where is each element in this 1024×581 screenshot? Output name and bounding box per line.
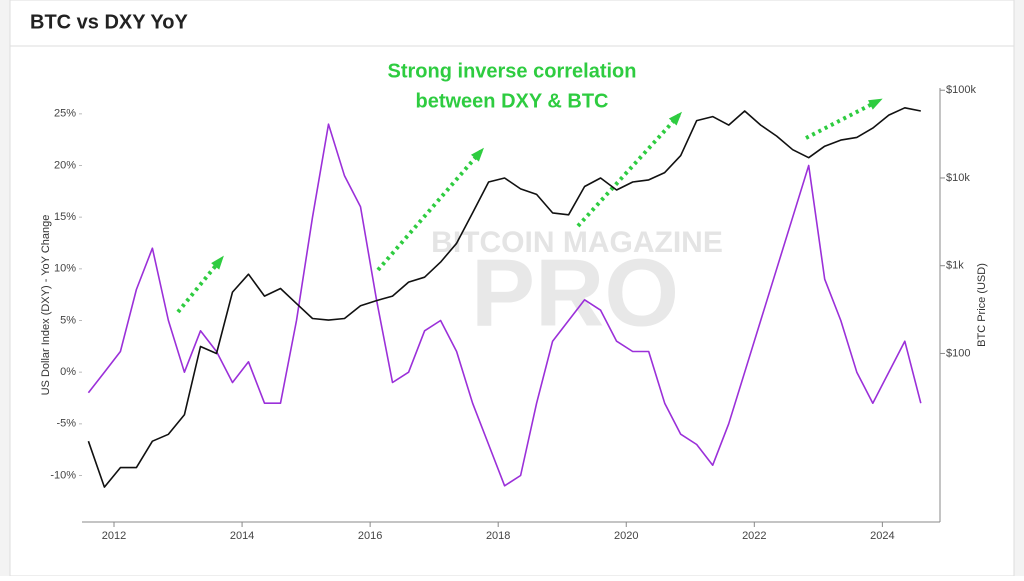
annotation: between DXY & BTC — [416, 90, 609, 112]
chart-title: BTC vs DXY YoY — [30, 11, 188, 33]
series-line — [87, 107, 921, 488]
x-tick-label: 2012 — [102, 530, 126, 542]
x-tick-label: 2016 — [358, 530, 382, 542]
arrow-head — [470, 147, 484, 162]
y-tick-label: 5% — [60, 314, 76, 326]
arrow-shaft — [376, 148, 484, 272]
arrow-head — [668, 111, 683, 126]
x-tick-label: 2022 — [742, 530, 766, 542]
series-line — [87, 123, 922, 487]
y-tick-label: 25% — [54, 108, 76, 120]
arrow-shaft — [576, 112, 682, 228]
y2-tick-label: $100k — [946, 84, 976, 96]
x-tick-label: 2014 — [230, 530, 254, 542]
y-tick-label: 20% — [54, 159, 76, 171]
panel — [9, 0, 1015, 577]
arrow-shaft — [176, 256, 224, 314]
y-axis-label: US Dollar Index (DXY) - YoY Change — [40, 215, 52, 396]
y2-axis-label: BTC Price (USD) — [976, 263, 988, 347]
y-tick-label: 0% — [60, 366, 76, 378]
arrow-head — [868, 98, 883, 110]
y2-tick-label: $1k — [946, 260, 964, 272]
y2-tick-label: $100 — [946, 347, 970, 359]
y2-tick-label: $10k — [946, 172, 970, 184]
y-tick-label: 15% — [54, 211, 76, 223]
annotation: Strong inverse correlation — [388, 60, 637, 82]
x-tick-label: 2024 — [870, 530, 894, 542]
y-tick-label: -10% — [50, 469, 76, 481]
arrow-head — [211, 255, 224, 270]
x-tick-label: 2020 — [614, 530, 638, 542]
watermark: BITCOIN MAGAZINE — [431, 226, 723, 259]
y-tick-label: 10% — [54, 263, 76, 275]
y-tick-label: -5% — [56, 418, 76, 430]
x-tick-label: 2018 — [486, 530, 510, 542]
watermark: PRO — [471, 239, 679, 346]
arrows — [176, 98, 883, 314]
